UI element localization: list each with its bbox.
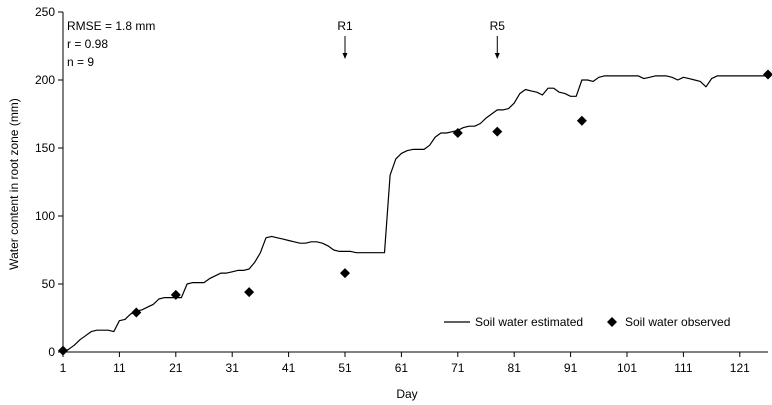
x-tick-label: 11 [113,361,126,375]
legend-estimated-label: Soil water estimated [475,315,583,329]
stat-r: r = 0.98 [67,37,108,51]
x-tick-label: 101 [617,361,637,375]
x-tick-label: 61 [395,361,409,375]
stage-arrow-head [494,53,500,59]
observed-point [763,69,772,80]
legend: Soil water estimated Soil water observed [444,315,730,329]
stage-label-r1: R1 [337,19,353,33]
stat-n: n = 9 [67,55,94,69]
x-tick-label: 21 [169,361,183,375]
x-tick-label: 71 [451,361,465,375]
observed-point [576,115,587,126]
stat-rmse: RMSE = 1.8 mm [67,19,155,33]
y-axis-title: Water content in root zone (mm) [7,98,21,270]
series-layer [58,69,772,356]
y-tick-label: 0 [48,345,55,359]
y-tick-label: 100 [35,209,55,223]
x-tick-label: 81 [508,361,522,375]
x-ticks: 1 11 21 31 41 51 61 71 81 91 101 111 121 [60,352,750,375]
x-tick-label: 121 [730,361,750,375]
observed-point [131,307,142,318]
x-tick-label: 41 [282,361,296,375]
annotations: R1 R5 [337,19,505,59]
y-tick-label: 50 [42,277,56,291]
stage-label-r5: R5 [490,19,506,33]
x-tick-label: 51 [338,361,352,375]
legend-diamond-swatch [607,317,617,327]
observed-point [492,126,503,137]
observed-point [58,345,68,356]
y-ticks: 0 50 100 150 200 250 [35,5,63,359]
x-tick-label: 1 [60,361,67,375]
y-tick-label: 250 [35,5,55,19]
observed-point [244,287,255,298]
estimated-line [62,75,768,353]
x-axis-title: Day [396,387,417,401]
observed-point [452,128,463,139]
y-tick-label: 150 [35,141,55,155]
x-tick-label: 111 [674,361,693,375]
observed-point [340,268,350,279]
stats-box: RMSE = 1.8 mm r = 0.98 n = 9 [67,19,155,69]
y-tick-label: 200 [35,73,55,87]
x-tick-label: 31 [226,361,240,375]
axes [62,12,768,353]
observed-point [170,289,181,300]
legend-observed-label: Soil water observed [625,315,730,329]
x-tick-label: 91 [564,361,578,375]
stage-arrow-head [342,53,348,59]
